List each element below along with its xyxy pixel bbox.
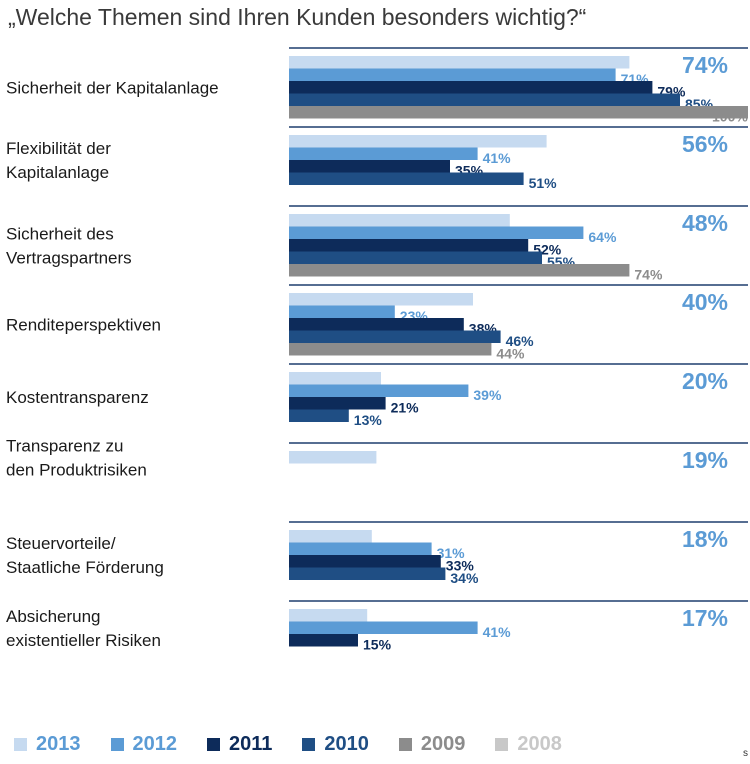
bar-2009 xyxy=(289,343,492,356)
category-total-label: 56% xyxy=(682,131,728,157)
bar-2011 xyxy=(289,160,450,173)
legend-item-2012: 2012 xyxy=(110,732,178,756)
bar-value-label: 13% xyxy=(354,412,383,428)
bar-2012 xyxy=(289,305,395,318)
legend-label: 2010 xyxy=(324,732,369,755)
legend-item-2008: 2008 xyxy=(495,733,562,756)
bar-2011 xyxy=(289,397,386,410)
bar-2013 xyxy=(289,135,547,148)
legend-item-2009: 2009 xyxy=(398,732,466,756)
category-label: Kostentransparenz xyxy=(6,388,149,407)
category-label-line: Renditeperspektiven xyxy=(6,315,161,334)
bar-2013 xyxy=(289,214,510,227)
bar-2013 xyxy=(289,56,630,69)
category-label-line: Steuervorteile/ xyxy=(6,534,116,553)
legend-swatch xyxy=(207,737,220,751)
bar-value-label: 21% xyxy=(391,400,420,416)
bar-2013 xyxy=(289,530,372,543)
bar-value-label: 64% xyxy=(588,229,617,245)
category-total-label: 74% xyxy=(682,52,728,78)
category-label-line: Absicherung xyxy=(6,607,101,626)
bar-2011 xyxy=(289,634,358,647)
bar-2009 xyxy=(289,106,748,119)
legend-swatch xyxy=(302,737,316,751)
category-total-label: 40% xyxy=(682,289,728,315)
legend: 2013 2012 2011 2010 2009 2008 xyxy=(14,731,592,757)
chart-area: Sicherheit der Kapitalanlage74%71%79%85%… xyxy=(6,47,748,653)
category-label-line: Kapitalanlage xyxy=(6,163,109,182)
bar-value-label: 74% xyxy=(634,267,663,283)
category-total-label: 48% xyxy=(682,210,728,236)
category-total-label: 17% xyxy=(682,605,728,631)
bar-2010 xyxy=(289,567,446,580)
category-label: Sicherheit des Vertragspartners xyxy=(6,224,132,267)
bar-value-label: 41% xyxy=(483,624,512,640)
bar-2012 xyxy=(289,147,478,160)
bar-value-label: 34% xyxy=(450,570,479,586)
legend-label: 2009 xyxy=(420,732,466,755)
category-total-label: 20% xyxy=(682,368,728,394)
category-label: Renditeperspektiven xyxy=(6,315,161,334)
bar-value-label: 100% xyxy=(712,109,748,125)
category-label: Transparenz zu den Produktrisiken xyxy=(6,436,147,479)
bar-value-label: 39% xyxy=(473,387,502,403)
bar-2011 xyxy=(289,555,441,568)
bar-2012 xyxy=(289,621,478,634)
legend-swatch xyxy=(495,737,509,751)
category-label-line: Staatliche Förderung xyxy=(6,558,164,577)
chart-title: „Welche Themen sind Ihren Kunden besonde… xyxy=(8,4,587,30)
category-label-line: existentieller Risiken xyxy=(6,631,161,650)
bar-value-label: 46% xyxy=(506,333,535,349)
bar-value-label: 44% xyxy=(496,346,525,362)
bar-2013 xyxy=(289,372,381,385)
bar-2013 xyxy=(289,451,377,464)
bar-2012 xyxy=(289,384,469,397)
legend-swatch xyxy=(110,737,124,751)
category-label-line: Flexibilität der xyxy=(6,139,111,158)
category-label: Steuervorteile/Staatliche Förderung xyxy=(6,534,164,577)
bar-value-label: 33% xyxy=(446,558,475,574)
bar-2013 xyxy=(289,609,368,622)
category-label: Absicherung existentieller Risiken xyxy=(6,607,161,650)
bar-2010 xyxy=(289,93,680,106)
bar-2011 xyxy=(289,318,464,331)
legend-item-2011: 2011 xyxy=(207,733,272,756)
legend-label: 2013 xyxy=(36,732,81,755)
bar-2013 xyxy=(289,293,473,306)
bar-value-label: 15% xyxy=(363,637,392,653)
category-label-line: Vertragspartners xyxy=(6,248,132,267)
legend-label: 2012 xyxy=(132,732,178,755)
category-total-label: 18% xyxy=(682,526,728,552)
bar-2010 xyxy=(289,330,501,343)
category-total-label: 19% xyxy=(682,447,728,473)
bar-2010 xyxy=(289,172,524,185)
bar-2010 xyxy=(289,409,349,422)
legend-item-2010: 2010 xyxy=(302,733,369,756)
category-label-line: Sicherheit des xyxy=(6,224,114,243)
category-label-line: Kostentransparenz xyxy=(6,388,149,407)
legend-swatch xyxy=(398,737,412,751)
bar-2011 xyxy=(289,81,653,94)
bar-value-label: 31% xyxy=(437,545,466,561)
bar-2012 xyxy=(289,68,616,81)
bar-2012 xyxy=(289,226,584,239)
category-label-line: Sicherheit der Kapitalanlage xyxy=(6,78,219,97)
bar-2009 xyxy=(289,264,630,277)
legend-label: 2008 xyxy=(517,732,562,755)
category-label-line: den Produktrisiken xyxy=(6,460,147,479)
bar-2010 xyxy=(289,251,542,264)
legend-label: 2011 xyxy=(229,732,273,755)
category-label: Flexibilität der Kapitalanlage xyxy=(6,139,111,182)
legend-swatch xyxy=(14,737,27,751)
bar-2011 xyxy=(289,239,529,252)
corner-text: s xyxy=(743,748,748,759)
bar-2012 xyxy=(289,542,432,555)
bar-value-label: 41% xyxy=(483,150,512,166)
bar-value-label: 51% xyxy=(529,175,558,191)
category-label-line: Transparenz zu xyxy=(6,436,123,455)
legend-item-2013: 2013 xyxy=(14,733,81,756)
category-label: Sicherheit der Kapitalanlage xyxy=(6,78,219,97)
